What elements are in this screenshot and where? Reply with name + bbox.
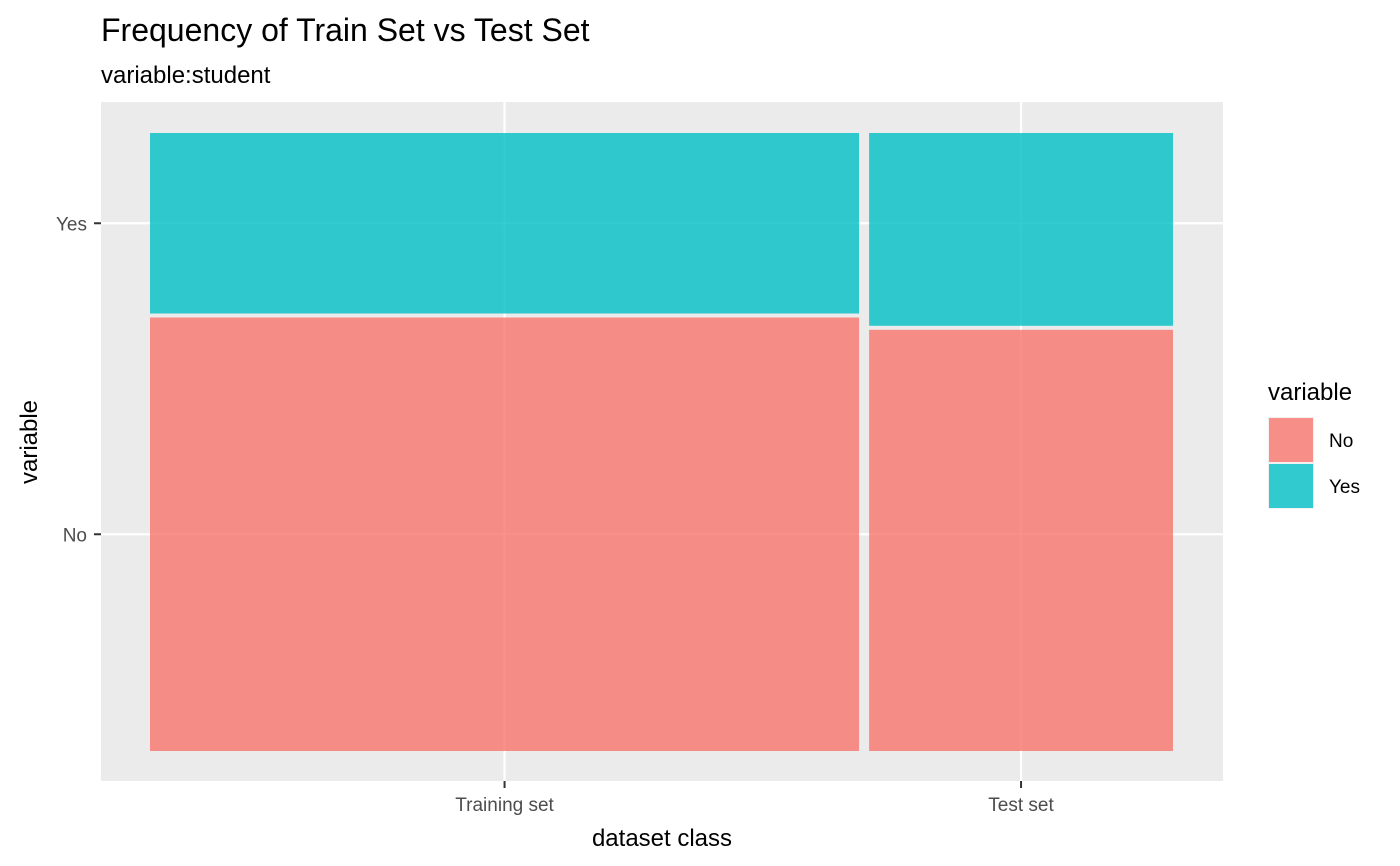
tile-1-yes: [869, 133, 1173, 326]
tile-0-no: [150, 317, 860, 751]
legend-swatch-yes: [1269, 464, 1313, 508]
y-tick-label-0: No: [63, 525, 87, 546]
tile-1-no: [869, 329, 1173, 751]
legend: variable No Yes: [1268, 379, 1360, 509]
x-axis-title: dataset class: [592, 825, 732, 852]
axes: Training set Test set No Yes: [56, 214, 1054, 816]
legend-items: No Yes: [1268, 417, 1360, 509]
mosaic-tiles: [150, 133, 1173, 751]
y-axis-title: variable: [16, 400, 43, 484]
plot-area: [101, 102, 1223, 781]
legend-title: variable: [1268, 379, 1352, 406]
legend-label-no: No: [1329, 431, 1353, 452]
tile-0-yes: [150, 133, 860, 314]
legend-label-yes: Yes: [1329, 477, 1360, 498]
y-tick-label-1: Yes: [56, 214, 87, 235]
chart-title: Frequency of Train Set vs Test Set: [101, 12, 590, 48]
x-tick-label-0: Training set: [455, 795, 554, 816]
chart-subtitle: variable:student: [101, 62, 271, 89]
legend-swatch-no: [1269, 418, 1313, 462]
x-tick-label-1: Test set: [988, 795, 1054, 816]
